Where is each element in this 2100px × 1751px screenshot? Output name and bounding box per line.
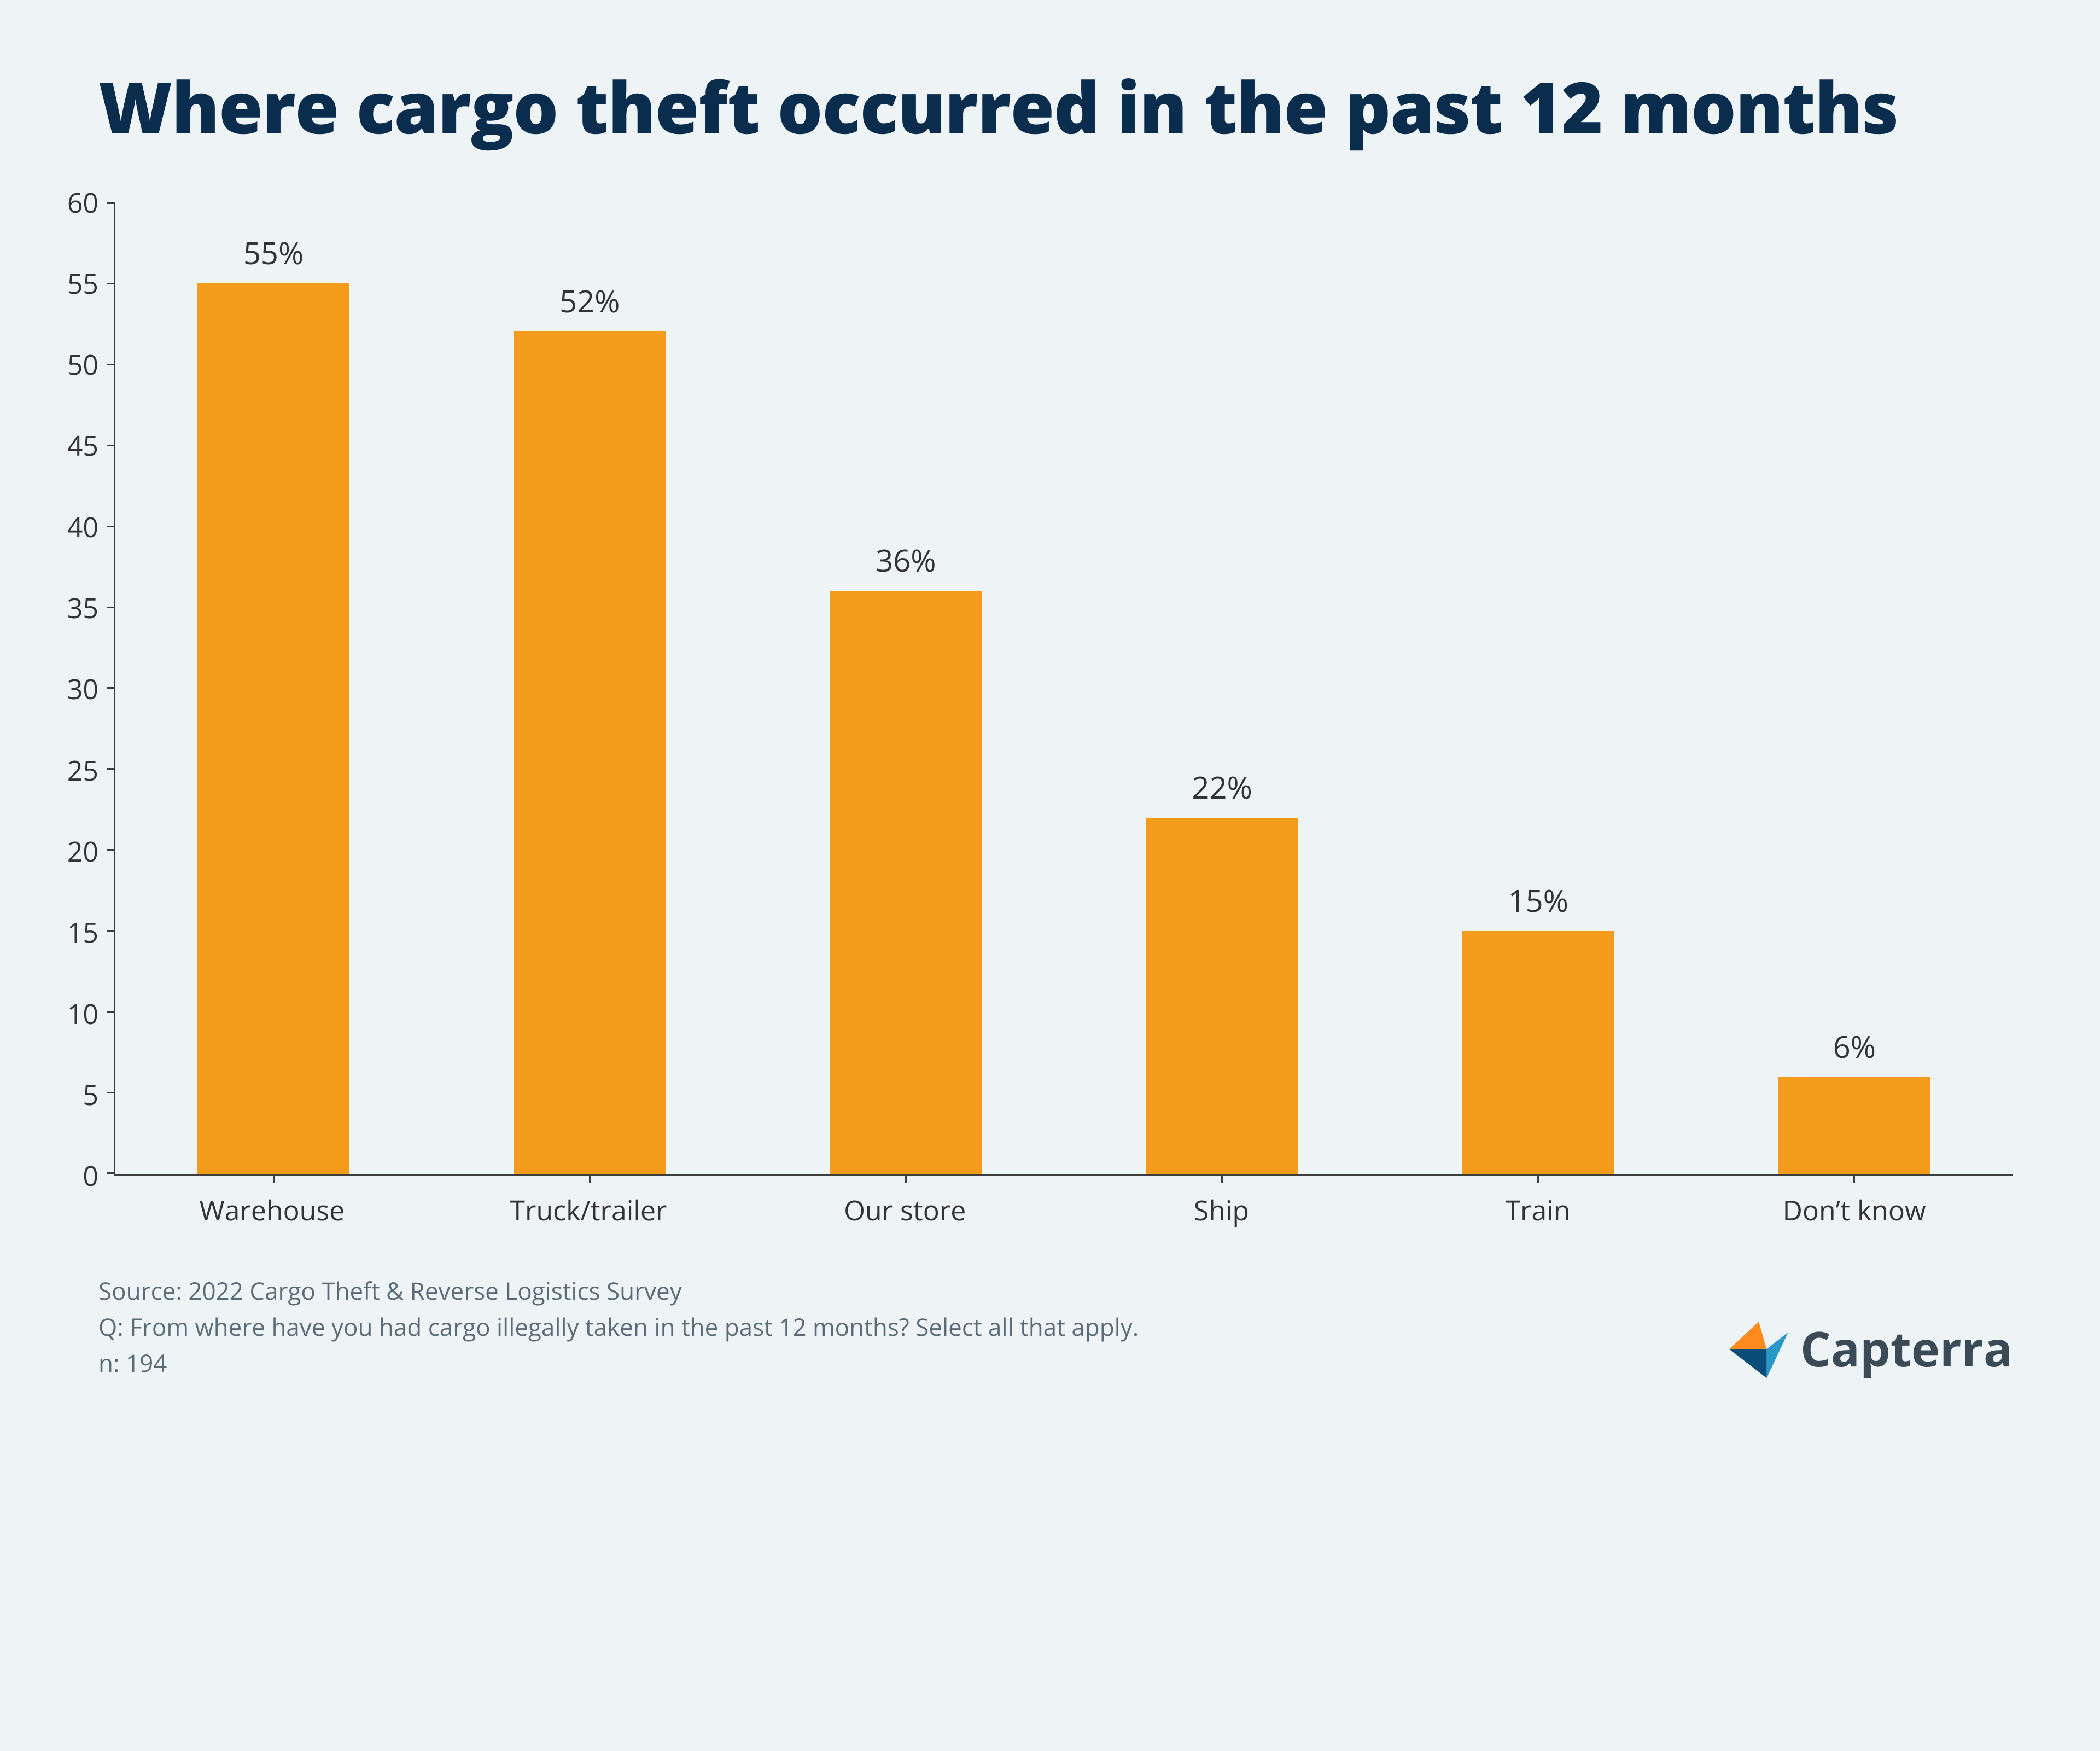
y-tick-mark: [107, 202, 115, 204]
footer: Source: 2022 Cargo Theft & Reverse Logis…: [98, 1272, 2012, 1381]
x-tick-mark: [1537, 1174, 1539, 1183]
y-tick-mark: [107, 849, 115, 851]
footnote-line: Q: From where have you had cargo illegal…: [98, 1308, 1139, 1345]
footnote-line: n: 194: [98, 1345, 1139, 1381]
x-tick-mark: [273, 1174, 275, 1183]
capterra-logo: Capterra: [1726, 1315, 2012, 1381]
footnotes: Source: 2022 Cargo Theft & Reverse Logis…: [98, 1272, 1139, 1381]
bar-value-label: 55%: [243, 232, 304, 274]
footnote-line: Source: 2022 Cargo Theft & Reverse Logis…: [98, 1272, 1139, 1308]
y-tick-marks: [107, 202, 115, 1174]
x-axis-label: Our store: [746, 1191, 1063, 1229]
y-tick-mark: [107, 1092, 115, 1093]
y-tick-mark: [107, 364, 115, 365]
y-axis-spacer: [98, 1176, 114, 1229]
bar: [1462, 931, 1614, 1174]
bar-slot: 36%: [748, 202, 1064, 1174]
x-axis-label: Truck/trailer: [430, 1191, 747, 1229]
x-tick-marks: [115, 1174, 2012, 1183]
x-axis-label: Warehouse: [114, 1191, 430, 1229]
bar-slot: 55%: [115, 202, 431, 1174]
bar-chart: 051015202530354045505560 55%52%36%22%15%…: [98, 202, 2012, 1176]
bar-slot: 6%: [1696, 202, 2012, 1174]
y-tick-mark: [107, 526, 115, 527]
bar-value-label: 6%: [1833, 1026, 1876, 1067]
y-tick-mark: [107, 445, 115, 446]
y-tick-mark: [107, 768, 115, 770]
bars-container: 55% 52% 36% 22% 15% 6%: [115, 202, 2012, 1174]
bar-value-label: 22%: [1192, 766, 1252, 808]
y-tick-mark: [107, 930, 115, 932]
bar: [1778, 1077, 1930, 1174]
capterra-logo-text: Capterra: [1800, 1315, 2012, 1381]
bar-slot: 52%: [431, 202, 748, 1174]
x-axis-label: Don’t know: [1696, 1191, 2012, 1229]
y-tick-mark: [107, 687, 115, 689]
chart-title: Where cargo theft occurred in the past 1…: [98, 66, 2012, 148]
y-tick-mark: [107, 1011, 115, 1013]
bar-value-label: 36%: [876, 539, 936, 581]
infographic-page: Where cargo theft occurred in the past 1…: [0, 0, 2100, 1751]
x-axis-label: Train: [1380, 1191, 1696, 1229]
bar-value-label: 15%: [1508, 880, 1568, 921]
bar: [197, 283, 349, 1174]
bar: [1146, 818, 1298, 1174]
bar: [830, 591, 982, 1174]
bar-slot: 15%: [1380, 202, 1696, 1174]
x-axis-row: WarehouseTruck/trailerOur storeShipTrain…: [98, 1176, 2012, 1229]
x-tick-mark: [589, 1174, 591, 1183]
y-tick-mark: [107, 283, 115, 284]
plot-area: 55% 52% 36% 22% 15% 6%: [114, 202, 2012, 1176]
bar: [514, 331, 666, 1174]
bar-slot: 22%: [1064, 202, 1380, 1174]
y-tick-mark: [107, 1172, 115, 1174]
bar-value-label: 52%: [559, 280, 620, 322]
y-tick-mark: [107, 607, 115, 608]
capterra-arrow-icon: [1726, 1315, 1792, 1381]
x-tick-mark: [1221, 1174, 1223, 1183]
x-axis-label: Ship: [1063, 1191, 1380, 1229]
x-tick-mark: [905, 1174, 907, 1183]
x-tick-mark: [1853, 1174, 1855, 1183]
x-axis-labels: WarehouseTruck/trailerOur storeShipTrain…: [114, 1191, 2012, 1229]
